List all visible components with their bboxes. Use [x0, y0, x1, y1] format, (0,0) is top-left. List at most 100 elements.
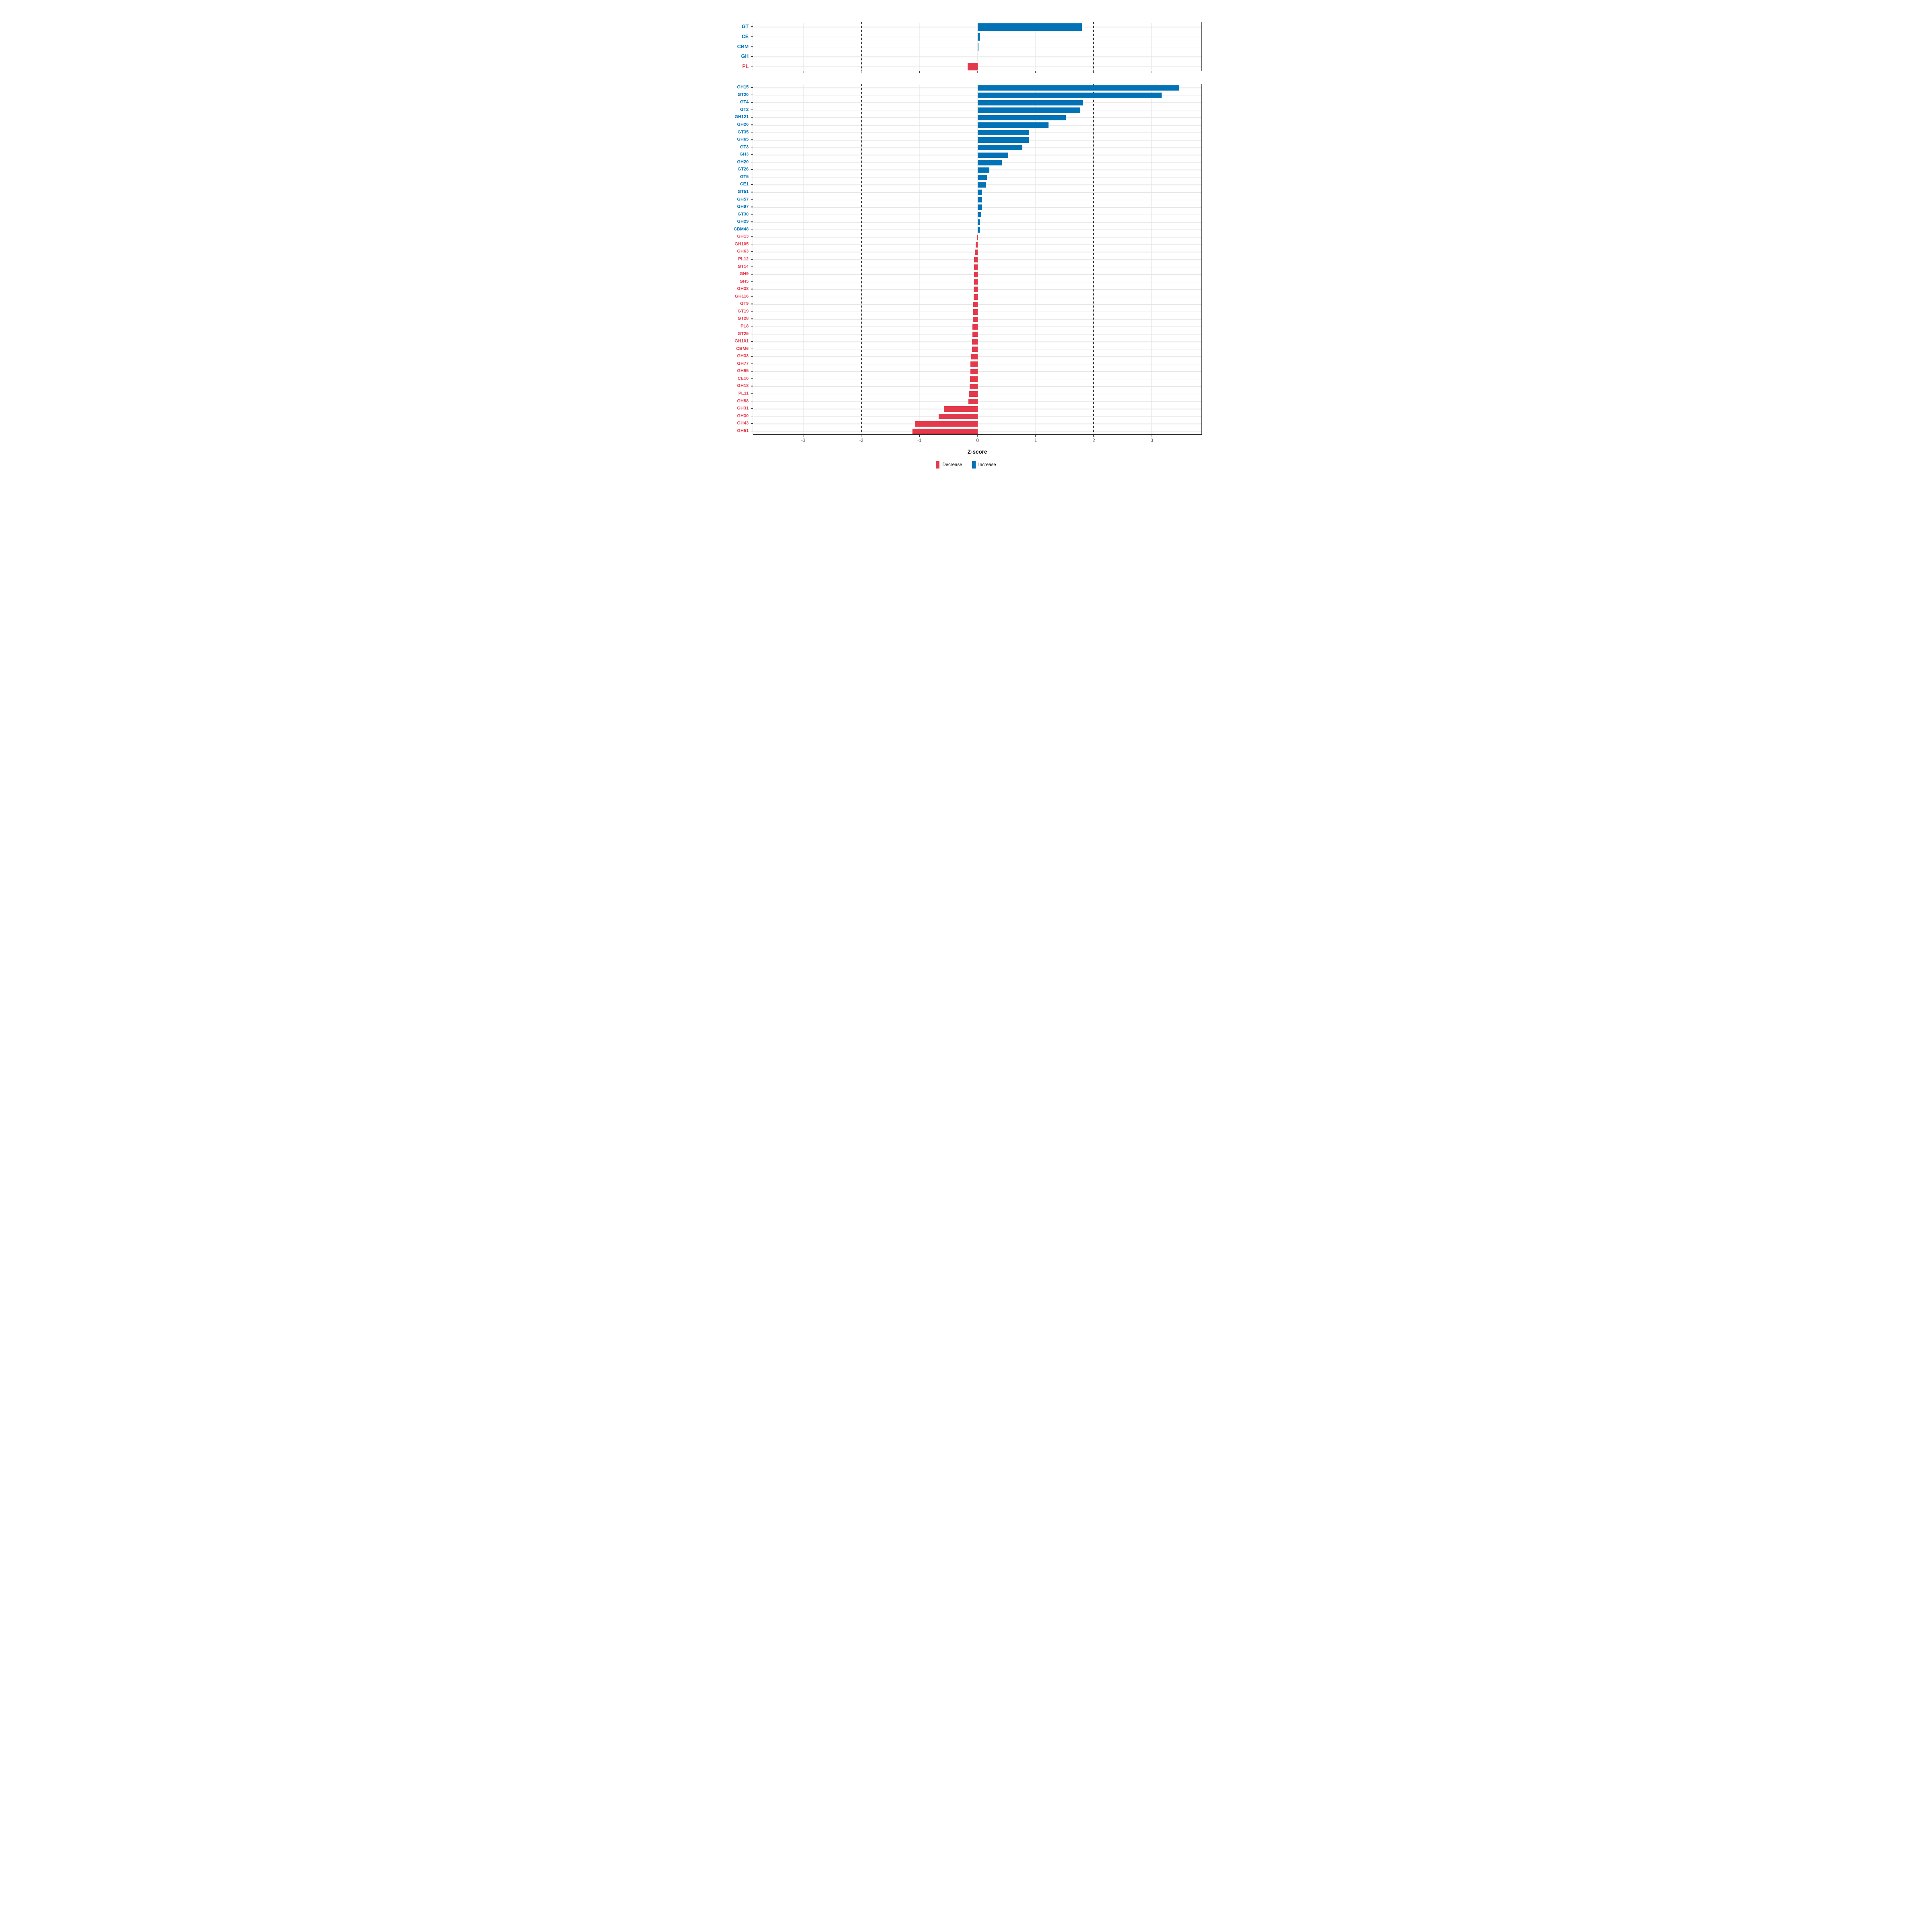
- bar-CE: [977, 33, 980, 41]
- ylabel-GH31: GH31: [737, 406, 749, 411]
- ylabel-GH63: GH63: [737, 249, 749, 254]
- x-tick-mark: [977, 435, 978, 437]
- gridline-vertical: [977, 84, 978, 434]
- gridline-vertical: [919, 84, 920, 434]
- increase-swatch-icon: [972, 461, 976, 469]
- y-tick-mark: [751, 46, 753, 47]
- ylabel-PL: PL: [742, 63, 749, 69]
- ylabel-GH116: GH116: [735, 294, 749, 299]
- ylabel-GH121: GH121: [735, 114, 749, 120]
- x-tick-label--1: -1: [917, 438, 922, 443]
- y-tick-mark: [751, 274, 753, 275]
- y-tick-mark: [751, 214, 753, 215]
- y-tick-mark: [751, 206, 753, 207]
- bar-GH95: [970, 369, 978, 375]
- bar-GT28: [973, 316, 978, 322]
- x-tick-mark: [1035, 71, 1036, 73]
- spacer: [724, 437, 753, 446]
- bar-CE1: [977, 182, 986, 188]
- ylabel-GT: GT: [741, 24, 749, 30]
- y-tick-mark: [751, 229, 753, 230]
- gridline-vertical: [1035, 22, 1036, 71]
- y-tick-mark: [751, 326, 753, 327]
- legend-item-increase: Increase: [972, 461, 996, 469]
- bar-GH57: [977, 197, 982, 203]
- x-tick-mark: [861, 71, 862, 73]
- ylabel-CE: CE: [741, 33, 749, 39]
- bar-PL: [968, 63, 978, 71]
- y-tick-mark: [751, 87, 753, 88]
- x-axis-title-row: Z-score: [724, 449, 1208, 455]
- bar-GH15: [977, 85, 1180, 91]
- ylabel-PL8: PL8: [740, 324, 749, 329]
- bar-GT20: [977, 93, 1162, 98]
- bottom-panel-row: GH15 GT20 GT4 GT2 GH121 GH26 GT35 GH65 GT3 GH3 GH2…: [724, 84, 1208, 435]
- ylabel-PL11: PL11: [738, 391, 749, 396]
- y-tick-mark: [751, 199, 753, 200]
- ylabel-GH38: GH38: [737, 286, 749, 291]
- gridline-horizontal: [753, 87, 1201, 89]
- ylabel-GT14: GT14: [737, 264, 749, 269]
- y-tick-mark: [751, 124, 753, 125]
- bottom-panel-ylabels: GH15 GT20 GT4 GT2 GH121 GH26 GT35 GH65 GT3 GH3 GH2…: [724, 84, 753, 435]
- x-tick-mark: [919, 435, 920, 437]
- x-tick-label-3: 3: [1150, 438, 1154, 443]
- bar-GH88: [968, 398, 978, 405]
- bar-GH31: [944, 406, 978, 412]
- bar-GT5: [977, 175, 987, 180]
- bar-GH63: [974, 249, 978, 255]
- bar-GH33: [971, 354, 978, 359]
- ylabel-GH95: GH95: [737, 368, 749, 374]
- y-tick-mark: [751, 184, 753, 185]
- y-tick-mark: [751, 386, 753, 387]
- ylabel-GT2: GT2: [740, 107, 749, 112]
- gridline-horizontal: [753, 56, 1201, 57]
- legend-label-decrease: Decrease: [942, 462, 962, 467]
- bar-GT3: [977, 144, 1022, 151]
- bar-GT19: [973, 309, 978, 315]
- y-tick-mark: [751, 169, 753, 170]
- bar-GH51: [912, 428, 978, 434]
- bar-GH18: [970, 384, 978, 390]
- dashed-reference-line: [861, 22, 862, 71]
- bar-GH97: [977, 204, 982, 210]
- y-tick-mark: [751, 109, 753, 110]
- ylabel-CBM6: CBM6: [736, 346, 749, 351]
- y-tick-mark: [751, 303, 753, 305]
- y-tick-mark: [751, 244, 753, 245]
- y-tick-mark: [751, 102, 753, 103]
- x-tick-mark: [803, 71, 804, 73]
- x-axis-title: Z-score: [967, 449, 987, 455]
- y-tick-mark: [751, 281, 753, 282]
- y-tick-mark: [751, 341, 753, 342]
- bar-PL8: [972, 324, 978, 330]
- gridline-horizontal: [753, 222, 1201, 223]
- ylabel-CE10: CE10: [737, 376, 749, 381]
- bar-GT30: [977, 212, 981, 218]
- bar-GH101: [972, 339, 978, 345]
- ylabel-GT3: GT3: [740, 144, 749, 150]
- dashed-reference-line: [1093, 22, 1094, 71]
- y-tick-mark: [751, 117, 753, 118]
- ylabel-GH88: GH88: [737, 398, 749, 403]
- x-tick-label--2: -2: [859, 438, 864, 443]
- gridline-horizontal: [753, 229, 1201, 230]
- ylabel-CBM: CBM: [737, 43, 749, 50]
- ylabel-GH26: GH26: [737, 122, 749, 127]
- bar-GH13: [977, 234, 978, 240]
- x-tick-mark: [803, 435, 804, 437]
- gridline-horizontal: [753, 147, 1201, 148]
- y-tick-mark: [751, 371, 753, 372]
- gridline-horizontal: [753, 162, 1201, 163]
- ylabel-GT19: GT19: [737, 309, 749, 314]
- gridline-horizontal: [753, 110, 1201, 111]
- ylabel-GH18: GH18: [737, 383, 749, 388]
- gridline-vertical: [919, 22, 920, 71]
- gridline-horizontal: [753, 177, 1201, 178]
- y-tick-mark: [751, 296, 753, 297]
- gridline-vertical: [803, 84, 804, 434]
- x-tick-mark: [1035, 435, 1036, 437]
- y-tick-mark: [751, 162, 753, 163]
- gridline-horizontal: [753, 125, 1201, 126]
- x-tick-mark: [977, 71, 978, 73]
